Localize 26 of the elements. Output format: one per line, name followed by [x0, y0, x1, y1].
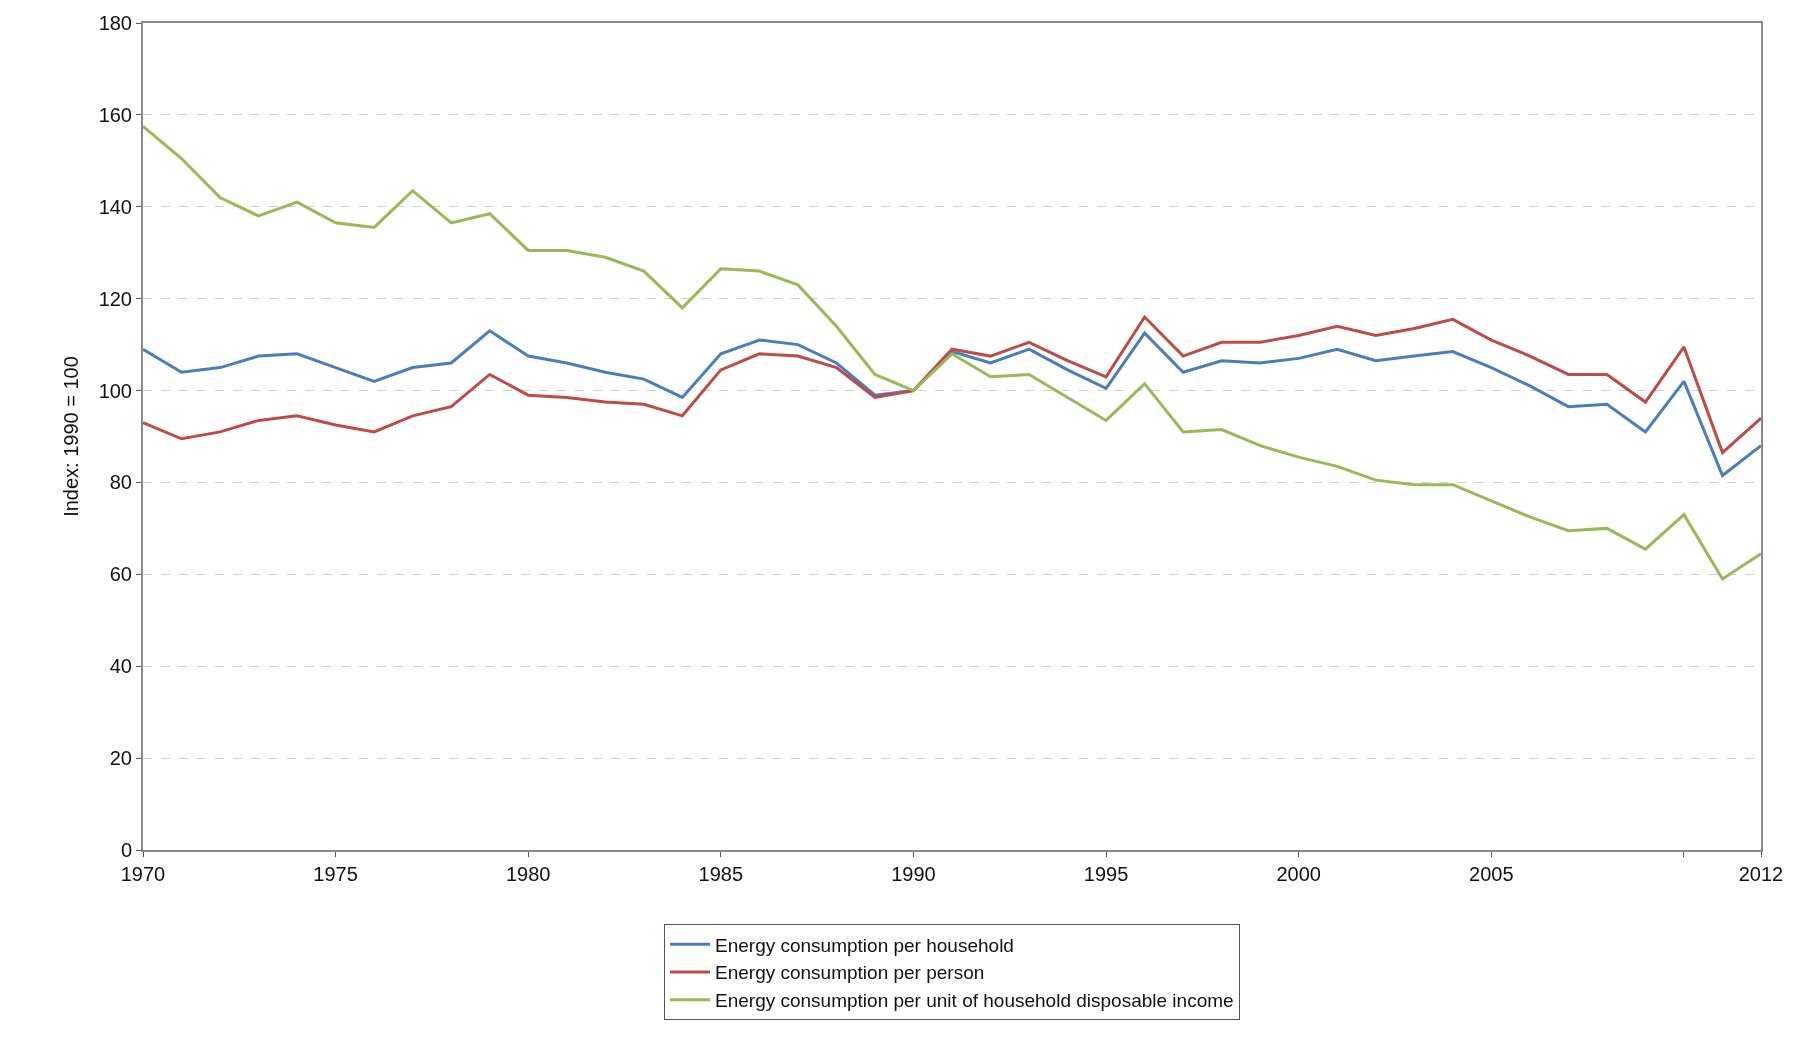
y-axis-title: Index: 1990 = 100 — [59, 356, 82, 517]
line-series — [143, 124, 1761, 581]
legend-label: Energy consumption per household — [715, 934, 1014, 956]
y-tick-label: 0 — [120, 839, 132, 861]
legend-label: Energy consumption per unit of household disposable income — [715, 990, 1234, 1012]
y-tick-label: 140 — [98, 195, 132, 218]
y-tick-label: 180 — [98, 12, 132, 34]
y-tick-label: 160 — [98, 103, 132, 126]
x-tick-label: 2000 — [1276, 863, 1321, 885]
legend-label: Energy consumption per person — [715, 962, 985, 984]
x-tick-label: 1980 — [505, 863, 551, 885]
y-tick-label: 120 — [98, 287, 132, 310]
x-tick-label: 1970 — [120, 863, 166, 885]
line-series — [143, 329, 1761, 478]
x-tick-label: 2005 — [1469, 863, 1514, 885]
line-series — [143, 315, 1761, 455]
y-tick-label: 60 — [109, 563, 132, 586]
x-tick-label: 1985 — [698, 863, 744, 885]
y-tick-label: 40 — [109, 655, 132, 678]
y-tick-label: 80 — [109, 471, 132, 494]
x-tick-label: 1995 — [1083, 863, 1129, 885]
x-tick-label: 1990 — [891, 863, 936, 885]
y-tick-label: 20 — [109, 747, 132, 770]
x-tick-label: 2012 — [1738, 863, 1784, 885]
y-tick-label: 100 — [98, 379, 132, 402]
x-tick-label: 1975 — [313, 863, 358, 885]
